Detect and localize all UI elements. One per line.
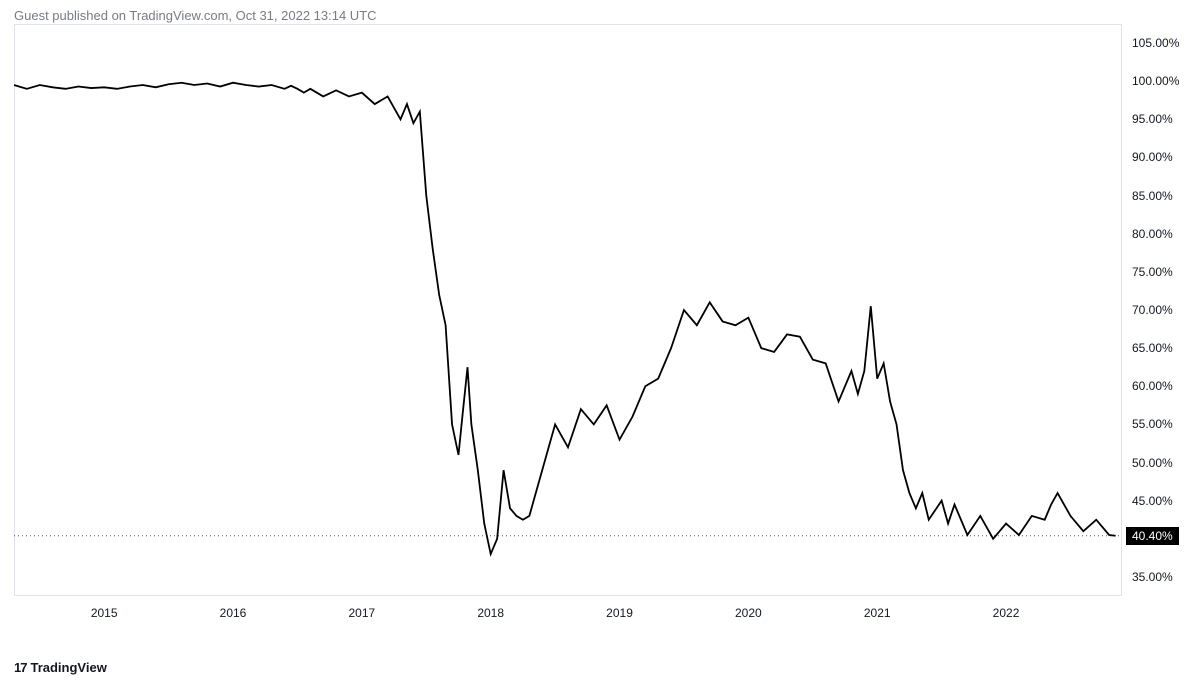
y-tick-label: 45.00% <box>1132 494 1173 508</box>
y-tick-label: 55.00% <box>1132 417 1173 431</box>
y-tick-label: 105.00% <box>1132 36 1179 50</box>
footer-brand: TradingView <box>30 660 106 675</box>
y-tick-label: 65.00% <box>1132 341 1173 355</box>
data-series-line <box>14 83 1116 554</box>
header-text: Guest published on TradingView.com, Oct … <box>14 8 377 23</box>
y-tick-label: 70.00% <box>1132 303 1173 317</box>
x-tick-label: 2017 <box>349 606 376 620</box>
plot-border <box>15 25 1122 596</box>
x-tick-label: 2022 <box>993 606 1020 620</box>
y-tick-label: 35.00% <box>1132 570 1173 584</box>
x-tick-label: 2021 <box>864 606 891 620</box>
x-tick-label: 2015 <box>91 606 118 620</box>
y-tick-label: 60.00% <box>1132 379 1173 393</box>
y-tick-label: 90.00% <box>1132 150 1173 164</box>
y-tick-label: 50.00% <box>1132 456 1173 470</box>
y-tick-label: 80.00% <box>1132 227 1173 241</box>
y-tick-label: 100.00% <box>1132 74 1179 88</box>
x-tick-label: 2019 <box>606 606 633 620</box>
x-tick-label: 2020 <box>735 606 762 620</box>
y-tick-label: 75.00% <box>1132 265 1173 279</box>
x-tick-label: 2016 <box>220 606 247 620</box>
footer-attribution: 17 TradingView <box>14 660 107 675</box>
chart-plot[interactable] <box>14 24 1122 596</box>
chart-container: 35.00%40.00%45.00%50.00%55.00%60.00%65.0… <box>14 24 1186 634</box>
y-tick-label: 95.00% <box>1132 112 1173 126</box>
tradingview-logo-icon: 17 <box>14 660 26 675</box>
x-tick-label: 2018 <box>477 606 504 620</box>
current-price-badge: 40.40% <box>1126 527 1179 545</box>
y-tick-label: 85.00% <box>1132 189 1173 203</box>
